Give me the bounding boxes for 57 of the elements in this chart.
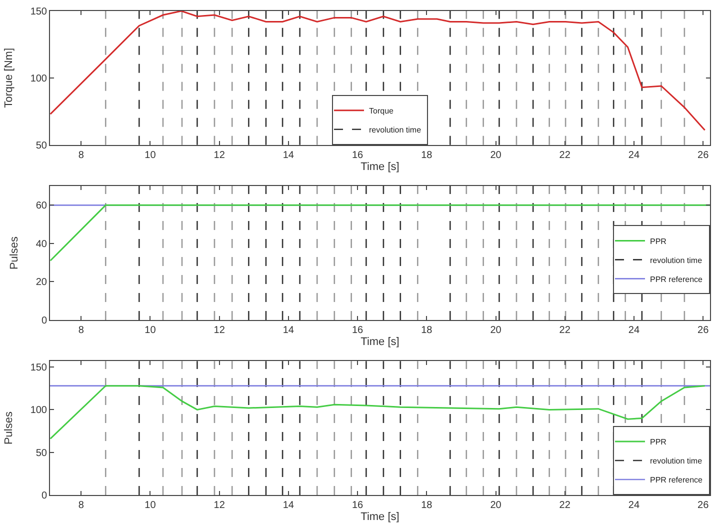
ref-line-label: revolution time [369,126,422,135]
legend-label: PPR reference [650,476,704,485]
y-axis-title: Pulses [8,236,21,270]
y-tick-label: 20 [36,277,48,288]
x-axis-title: Time [s] [360,336,400,348]
x-tick-label: 8 [78,324,84,336]
x-tick-label: 8 [78,150,84,161]
x-tick-label: 18 [421,324,433,336]
x-tick-label: 20 [490,500,502,511]
legend-label: PPR [650,438,667,447]
x-tick-label: 14 [282,500,294,511]
x-tick-label: 10 [144,324,156,336]
x-tick-label: 26 [698,324,710,336]
x-axis-title: Time [s] [360,161,400,174]
x-tick-label: 12 [214,150,226,161]
y-tick-label: 60 [36,200,48,212]
x-tick-label: 20 [490,324,502,336]
legend-label: Torque [369,106,394,116]
y-tick-label: 40 [36,238,48,250]
legend-label: PPR reference [650,274,704,284]
y-tick-label: 50 [36,448,48,459]
x-tick-label: 16 [352,150,364,161]
x-tick-label: 24 [628,150,640,161]
legend-label: PPR [650,236,667,246]
x-tick-label: 12 [214,500,226,511]
x-axis-title: Time [s] [360,511,400,524]
y-axis-title: Pulses [2,411,15,445]
x-tick-label: 14 [282,324,294,336]
x-tick-label: 16 [352,324,364,336]
y-tick-label: 100 [30,405,48,416]
x-tick-label: 22 [559,324,571,336]
x-tick-label: 20 [490,150,502,161]
y-tick-label: 0 [41,490,48,502]
x-tick-label: 18 [421,500,433,511]
x-tick-label: 22 [559,150,571,161]
x-tick-label: 10 [144,150,156,161]
line-series [50,11,706,131]
x-tick-label: 22 [559,500,571,511]
ref-line-label: revolution time [650,256,703,265]
x-tick-label: 24 [628,500,640,511]
x-tick-label: 26 [698,150,710,161]
ref-line-label: revolution time [650,456,703,466]
x-tick-label: 10 [144,500,156,511]
y-tick-label: 100 [30,73,48,84]
line-series [50,385,706,440]
y-axis-title: Torque [Nm] [2,48,15,108]
x-tick-label: 8 [78,500,84,511]
x-tick-label: 18 [421,150,433,161]
y-tick-label: 50 [36,140,48,152]
y-tick-label: 150 [30,6,48,18]
y-tick-label: 150 [30,362,48,374]
x-tick-label: 24 [628,324,640,336]
x-tick-label: 26 [698,500,710,511]
x-tick-label: 16 [352,500,364,511]
x-tick-label: 12 [214,324,226,336]
y-tick-label: 0 [41,315,48,326]
x-tick-label: 14 [282,150,294,161]
